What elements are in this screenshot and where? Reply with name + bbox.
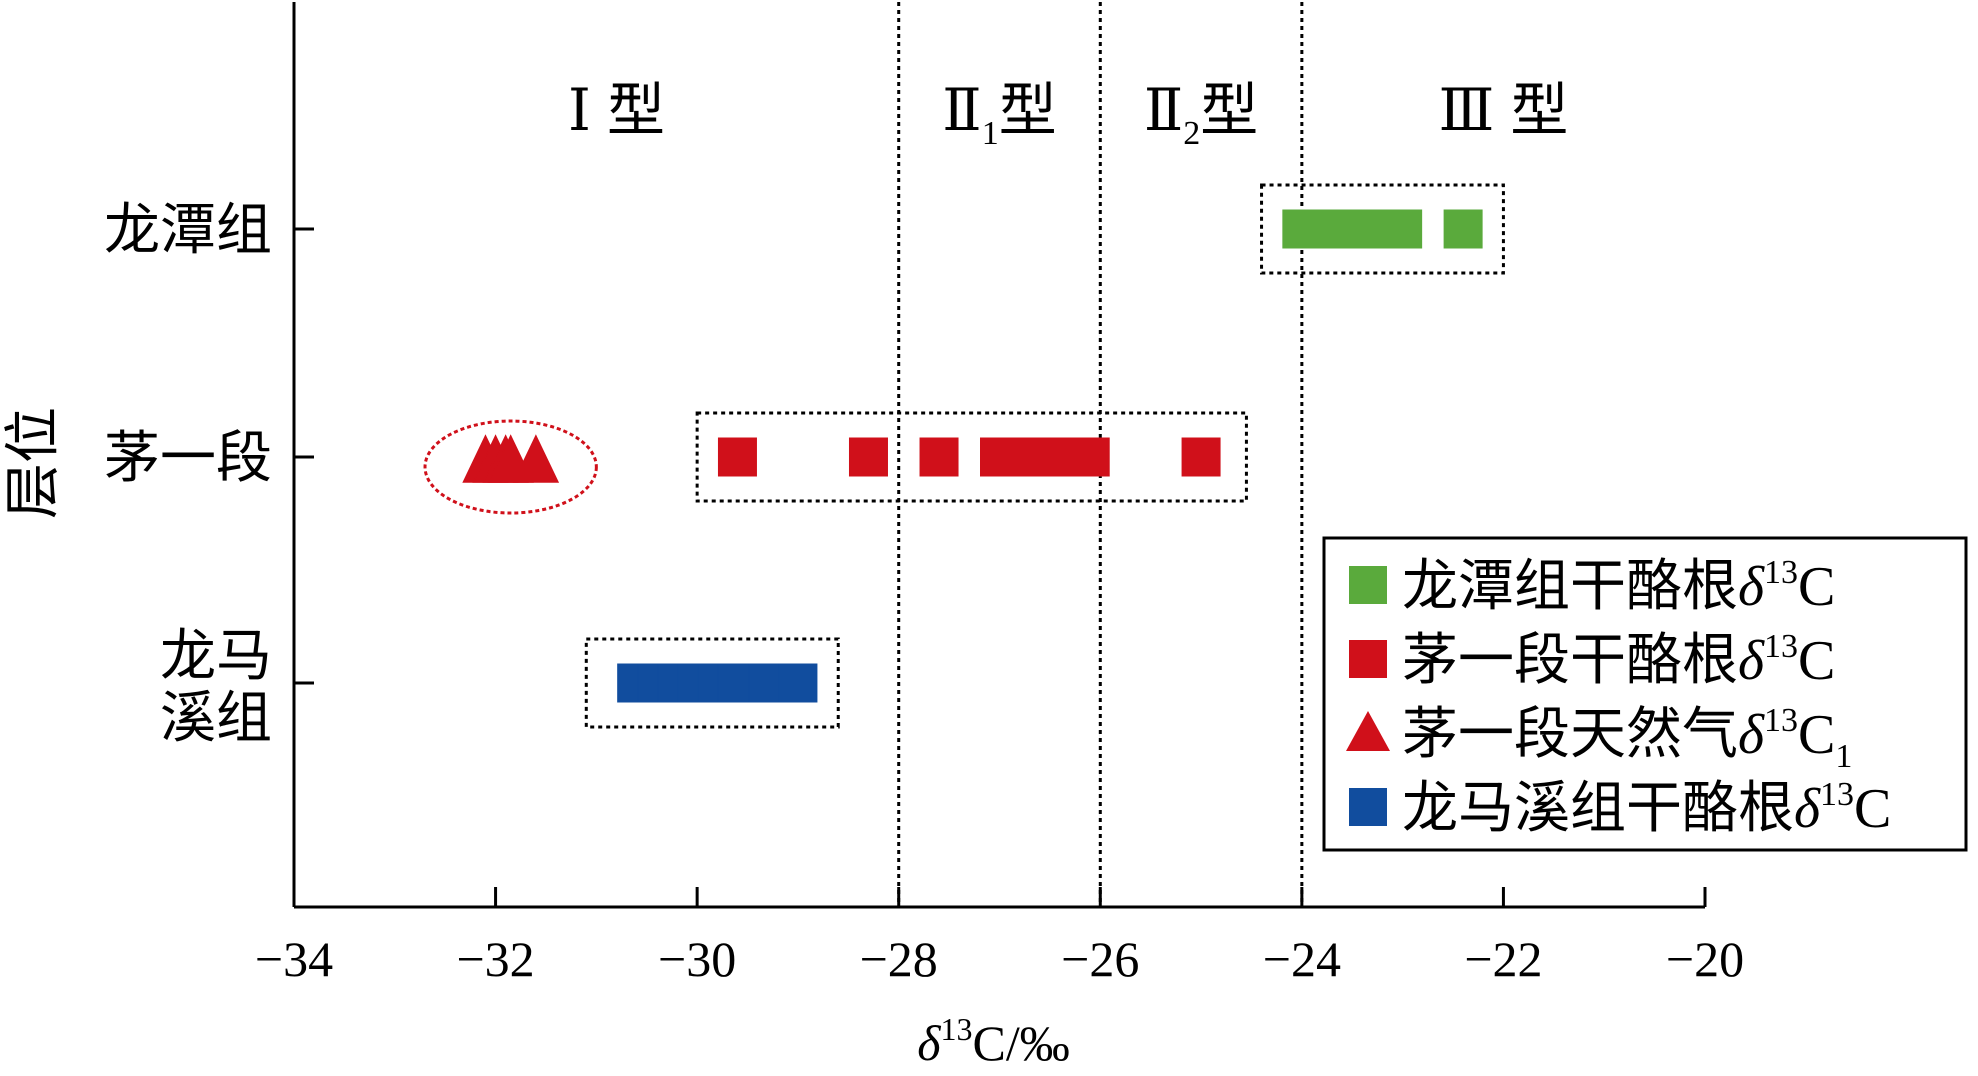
group-outlines [423, 183, 1505, 729]
legend-label: 龙马溪组干酪根δ13C [1402, 776, 1891, 840]
y-tick-label: 溪组 [160, 688, 272, 750]
type-label: Ⅱ2型 [1144, 78, 1258, 152]
square-point [1443, 209, 1483, 249]
type-labels: Ⅰ 型 Ⅱ1型 Ⅱ2型 Ⅲ 型 [568, 78, 1568, 152]
triangle-point [512, 434, 560, 483]
x-tick-label: −30 [658, 931, 736, 987]
type-boundary-lines [897, 2, 1304, 907]
x-tick-label: −26 [1061, 931, 1139, 987]
legend-square-marker [1349, 640, 1387, 678]
axes: −34 −32 −30 −28 −26 −24 −22 −20 δ13C/‰ 龙潭组茅一段龙马溪组… [3, 2, 1744, 1071]
x-axis-label: δ13C/‰ [917, 1011, 1070, 1071]
x-tick-label: −34 [255, 931, 333, 987]
square-point [778, 663, 818, 703]
legend-triangle-marker [1346, 711, 1390, 751]
x-tick-label: −20 [1666, 931, 1744, 987]
group-outline [1260, 183, 1505, 275]
data-points [462, 209, 1483, 703]
square-point [848, 437, 888, 477]
legend-label: 茅一段干酪根δ13C [1402, 628, 1835, 692]
square-point [1181, 437, 1221, 477]
legend-square-marker [1349, 566, 1387, 604]
square-point [1070, 437, 1110, 477]
square-point [1383, 209, 1423, 249]
legend: 龙潭组干酪根δ13C 茅一段干酪根δ13C 茅一段天然气δ13C1龙马溪组干酪根δ1… [1322, 536, 1968, 852]
y-axis-label: 层位 [3, 407, 65, 519]
x-tick-label: −22 [1464, 931, 1542, 987]
group-outline [695, 411, 1248, 503]
square-point [919, 437, 959, 477]
square-point [717, 437, 757, 477]
x-tick-label: −28 [860, 931, 938, 987]
legend-box [1322, 536, 1968, 852]
y-tick-label: 龙马 [160, 626, 272, 688]
group-ellipse [423, 419, 598, 515]
legend-square-marker [1349, 788, 1387, 826]
x-tick-label: −24 [1263, 931, 1341, 987]
group-outline [584, 637, 840, 729]
y-tick-label: 茅一段 [104, 428, 272, 490]
legend-label: 龙潭组干酪根δ13C [1402, 554, 1835, 618]
legend-label: 茅一段天然气δ13C1 [1402, 702, 1852, 775]
x-tick-label: −32 [456, 931, 534, 987]
y-tick-label: 龙潭组 [104, 200, 272, 262]
type-label: Ⅱ1型 [942, 78, 1056, 152]
